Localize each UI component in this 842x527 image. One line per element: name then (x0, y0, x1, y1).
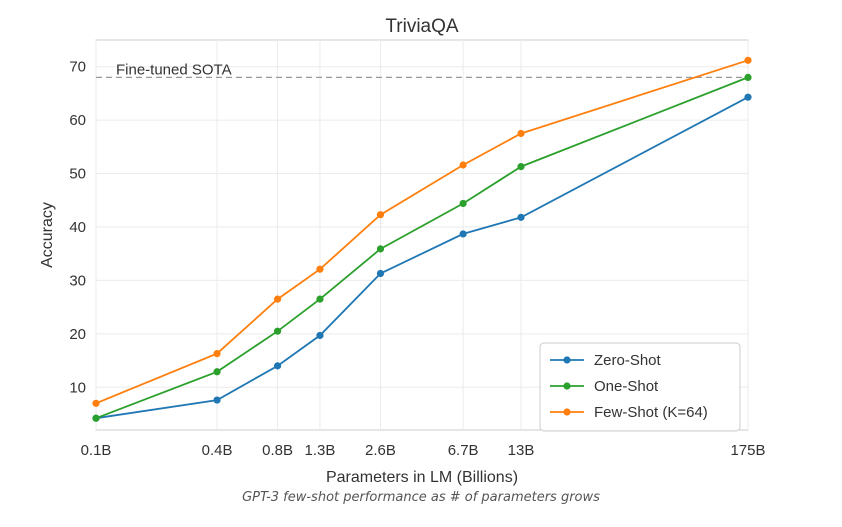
data-point-zero-shot (273, 362, 282, 370)
y-tick-label: 50 (69, 166, 86, 183)
data-point-zero-shot (376, 269, 385, 278)
x-tick-label: 0.8B (262, 442, 293, 459)
x-axis-label: Parameters in LM (Billions) (326, 469, 518, 486)
legend: Zero-Shot One-Shot Few-Shot (K=64) (539, 342, 741, 432)
data-point-one-shot (213, 368, 221, 376)
x-tick-label: 175B (730, 442, 765, 459)
x-tick-labels: 0.1B 0.4B 0.8B 1.3B 2.6B 6.7B 13B 175B (81, 442, 766, 459)
series-line-zero-shot (95, 96, 749, 420)
figure-caption: GPT-3 few-shot performance as # of param… (242, 490, 600, 505)
y-tick-label: 10 (69, 379, 86, 396)
data-point-zero-shot (744, 93, 752, 101)
grid-lines (95, 40, 749, 430)
y-tick-label: 60 (69, 112, 86, 129)
series-group (92, 56, 752, 422)
series-line-one-shot (95, 76, 749, 420)
data-point-one-shot (273, 327, 282, 335)
data-point-few-shot-k-64 (459, 161, 467, 169)
data-point-few-shot-k-64 (517, 129, 525, 138)
y-tick-labels: 10 20 30 40 50 60 70 (69, 59, 86, 397)
x-tick-label: 6.7B (448, 442, 479, 459)
sota-reference-label: Fine-tuned SOTA (116, 61, 232, 78)
data-point-zero-shot (517, 213, 525, 221)
y-tick-label: 20 (69, 326, 86, 343)
data-point-zero-shot (459, 230, 467, 238)
legend-entry-label: Few-Shot (K=64) (594, 404, 708, 421)
data-point-few-shot-k-64 (744, 56, 752, 64)
series-line-few-shot-k-64 (95, 59, 749, 405)
legend-swatch-marker (563, 408, 571, 416)
y-tick-label: 70 (69, 59, 86, 76)
data-point-few-shot-k-64 (273, 295, 282, 303)
data-point-few-shot-k-64 (376, 211, 385, 219)
trivia-qa-chart: TriviaQA Fine-tuned SOTA 0.1B 0.4B 0.8B 1.3… (39, 16, 766, 486)
y-tick-label: 30 (69, 272, 86, 289)
data-point-one-shot (92, 414, 100, 422)
data-point-few-shot-k-64 (92, 399, 100, 407)
x-tick-label: 2.6B (365, 442, 396, 459)
data-point-one-shot (517, 163, 525, 171)
x-tick-label: 0.4B (202, 442, 233, 459)
y-axis-label: Accuracy (39, 202, 56, 268)
data-point-zero-shot (213, 396, 221, 404)
legend-entry-label: One-Shot (594, 378, 659, 395)
data-point-one-shot (316, 295, 324, 303)
x-tick-label: 1.3B (305, 442, 336, 459)
reference-line-group: Fine-tuned SOTA (96, 61, 748, 78)
data-point-few-shot-k-64 (316, 265, 324, 273)
legend-entry-label: Zero-Shot (594, 352, 662, 369)
data-point-few-shot-k-64 (213, 350, 221, 358)
legend-box (539, 342, 741, 432)
x-tick-label: 0.1B (81, 442, 112, 459)
data-point-one-shot (744, 73, 752, 81)
y-tick-label: 40 (69, 219, 86, 236)
chart-title: TriviaQA (385, 16, 459, 37)
legend-swatch-marker (563, 382, 571, 390)
data-point-one-shot (459, 199, 467, 208)
data-point-one-shot (376, 245, 385, 253)
x-tick-label: 13B (508, 442, 535, 459)
data-point-zero-shot (316, 331, 324, 340)
legend-swatch-marker (563, 356, 571, 364)
